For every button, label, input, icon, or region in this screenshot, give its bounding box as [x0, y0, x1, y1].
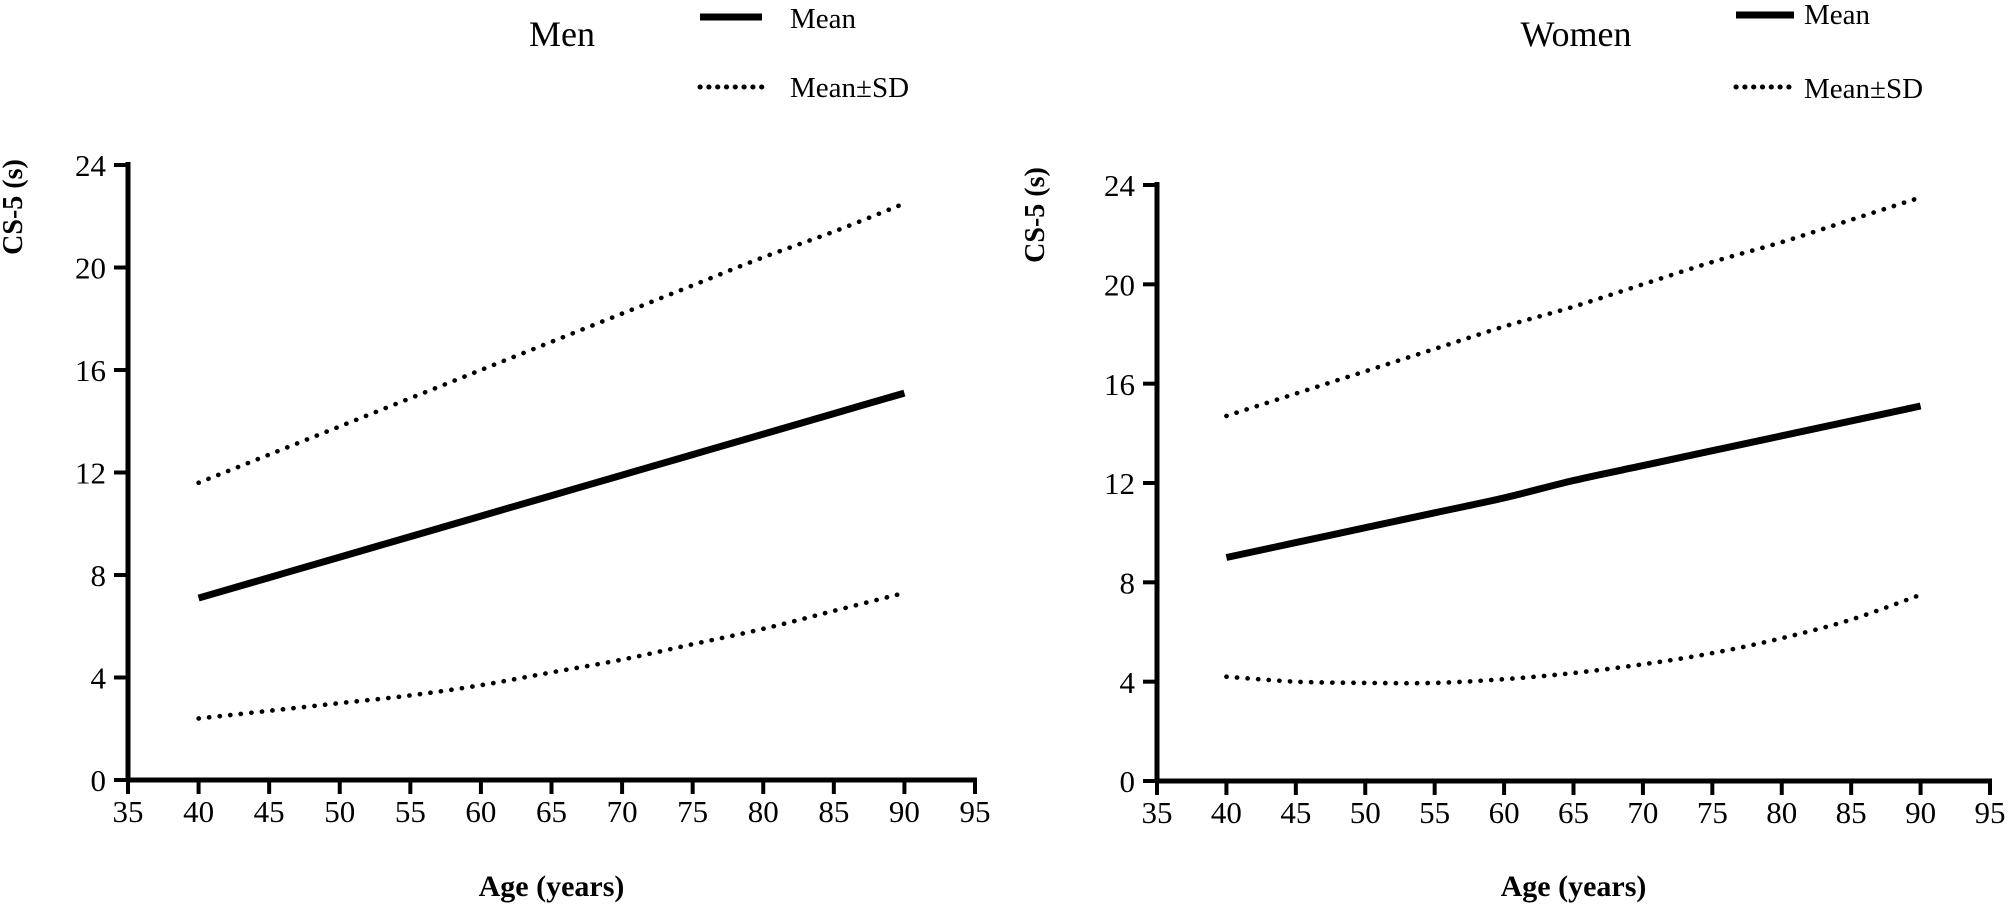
x-tick-label: 70	[1627, 795, 1658, 830]
series-mean-line	[1225, 402, 1922, 561]
x-axis-label: Age (years)	[479, 870, 625, 903]
x-tick-label: 60	[1489, 795, 1520, 830]
y-tick-label: 16	[1104, 367, 1135, 402]
legend-label: Mean	[790, 3, 857, 35]
x-tick-label: 70	[607, 794, 638, 829]
y-tick-label: 20	[1104, 267, 1135, 302]
y-tick-label: 12	[75, 456, 106, 491]
y-tick-label: 16	[75, 353, 106, 388]
chart-title: Men	[529, 14, 595, 54]
x-tick-label: 90	[889, 794, 920, 829]
y-tick-label: 0	[91, 763, 107, 798]
x-tick-label: 55	[395, 794, 426, 829]
x-tick-label: 75	[1697, 795, 1728, 830]
legend-label: Mean±SD	[1804, 73, 1923, 105]
x-tick-label: 35	[1142, 795, 1173, 830]
series-mean-sd-line	[196, 201, 907, 486]
x-tick-label: 50	[324, 794, 355, 829]
legend-label: Mean±SD	[790, 72, 909, 104]
x-tick-label: 40	[1211, 795, 1242, 830]
chart-title: Women	[1520, 14, 1631, 54]
y-tick-label: 20	[75, 251, 106, 286]
series-mean-sd-line	[1224, 592, 1923, 686]
series-mean-sd-line	[196, 590, 907, 721]
x-tick-label: 80	[748, 794, 779, 829]
x-tick-label: 80	[1766, 795, 1797, 830]
y-tick-label: 8	[1120, 565, 1136, 600]
x-tick-label: 75	[677, 794, 708, 829]
y-axis-label: CS-5 (s)	[0, 159, 29, 255]
x-tick-label: 95	[1975, 795, 2006, 830]
x-tick-label: 50	[1350, 795, 1381, 830]
x-tick-label: 85	[1836, 795, 1867, 830]
x-tick-label: 95	[960, 794, 991, 829]
y-tick-label: 0	[1120, 764, 1136, 799]
y-tick-label: 24	[75, 148, 107, 183]
x-tick-label: 45	[1280, 795, 1311, 830]
x-tick-label: 45	[254, 794, 285, 829]
y-tick-label: 4	[1120, 665, 1136, 700]
x-tick-label: 60	[465, 794, 496, 829]
x-tick-label: 65	[536, 794, 567, 829]
y-tick-label: 8	[91, 558, 107, 593]
legend-label: Mean	[1804, 0, 1871, 31]
x-tick-label: 85	[818, 794, 849, 829]
y-tick-label: 12	[1104, 466, 1135, 501]
x-tick-label: 65	[1558, 795, 1589, 830]
series-mean-line	[197, 389, 906, 602]
y-tick-label: 4	[91, 661, 107, 696]
series-mean-sd-line	[1224, 195, 1923, 419]
y-tick-label: 24	[1104, 168, 1136, 203]
x-axis-label: Age (years)	[1501, 870, 1647, 903]
x-tick-label: 35	[113, 794, 144, 829]
x-tick-label: 40	[183, 794, 214, 829]
x-tick-label: 90	[1905, 795, 1936, 830]
x-tick-label: 55	[1419, 795, 1450, 830]
y-axis-label: CS-5 (s)	[1020, 167, 1051, 263]
